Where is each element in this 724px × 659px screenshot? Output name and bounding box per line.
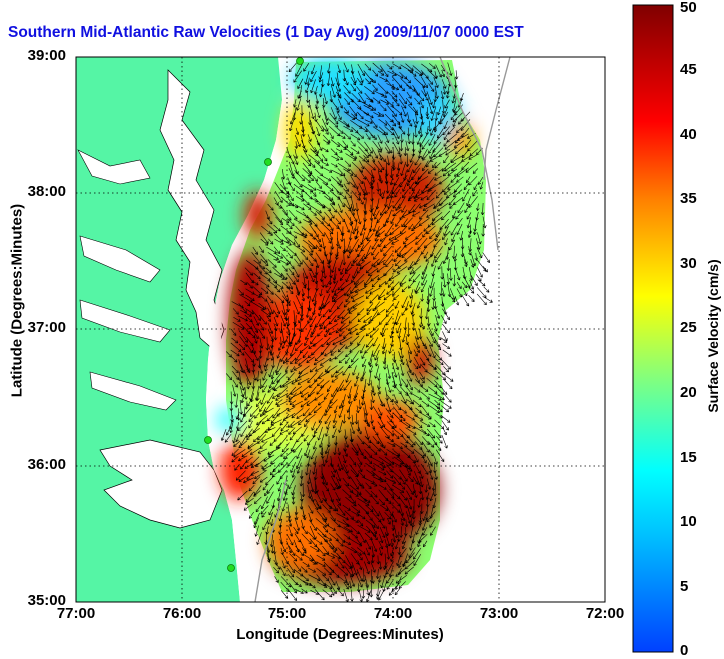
colorbar-tick-label: 20	[680, 384, 697, 401]
y-tick-label: 38:00	[27, 183, 66, 200]
colorbar-tick-label: 30	[680, 255, 697, 272]
colorbar-tick-label: 35	[680, 190, 697, 207]
colorbar-tick-label: 15	[680, 449, 697, 466]
colorbar	[632, 4, 674, 653]
x-tick-label: 75:00	[267, 605, 307, 622]
y-axis-title: Latitude (Degrees:Minutes)	[8, 203, 26, 398]
x-tick-label: 72:00	[585, 605, 625, 622]
colorbar-tick-label: 25	[680, 319, 697, 336]
x-tick-label: 77:00	[56, 605, 96, 622]
sound-water	[99, 439, 223, 529]
x-tick-label: 76:00	[162, 605, 202, 622]
velocity-arrow-set	[220, 62, 493, 602]
colorbar-tick-label: 5	[680, 578, 689, 595]
colorbar-title: Surface Velocity (cm/s)	[705, 259, 721, 413]
grid	[76, 57, 605, 602]
x-tick-label: 73:00	[479, 605, 519, 622]
colorbar-tick-label: 10	[680, 513, 697, 530]
colorbar-tick-label: 0	[680, 642, 689, 659]
y-tick-label: 36:00	[27, 456, 66, 473]
radar-site	[204, 436, 212, 444]
plot-frame	[75, 56, 606, 603]
radar-site	[296, 57, 304, 65]
bathymetry-contour	[439, 57, 499, 251]
radar-site	[227, 564, 235, 572]
colorbar-tick-label: 40	[680, 126, 697, 143]
radar-site	[264, 158, 272, 166]
y-tick-label: 37:00	[27, 319, 66, 336]
y-tick-label: 39:00	[27, 47, 66, 64]
x-tick-label: 74:00	[373, 605, 413, 622]
colorbar-tick-label: 45	[680, 61, 697, 78]
colorbar-tick-label: 50	[680, 0, 697, 16]
x-axis-title: Longitude (Degrees:Minutes)	[236, 626, 444, 643]
map-title: Southern Mid-Atlantic Raw Velocities (1 …	[8, 24, 524, 41]
chesapeake-bay	[159, 69, 225, 353]
velocity-vectors	[220, 62, 493, 602]
y-tick-label: 35:00	[27, 592, 66, 609]
